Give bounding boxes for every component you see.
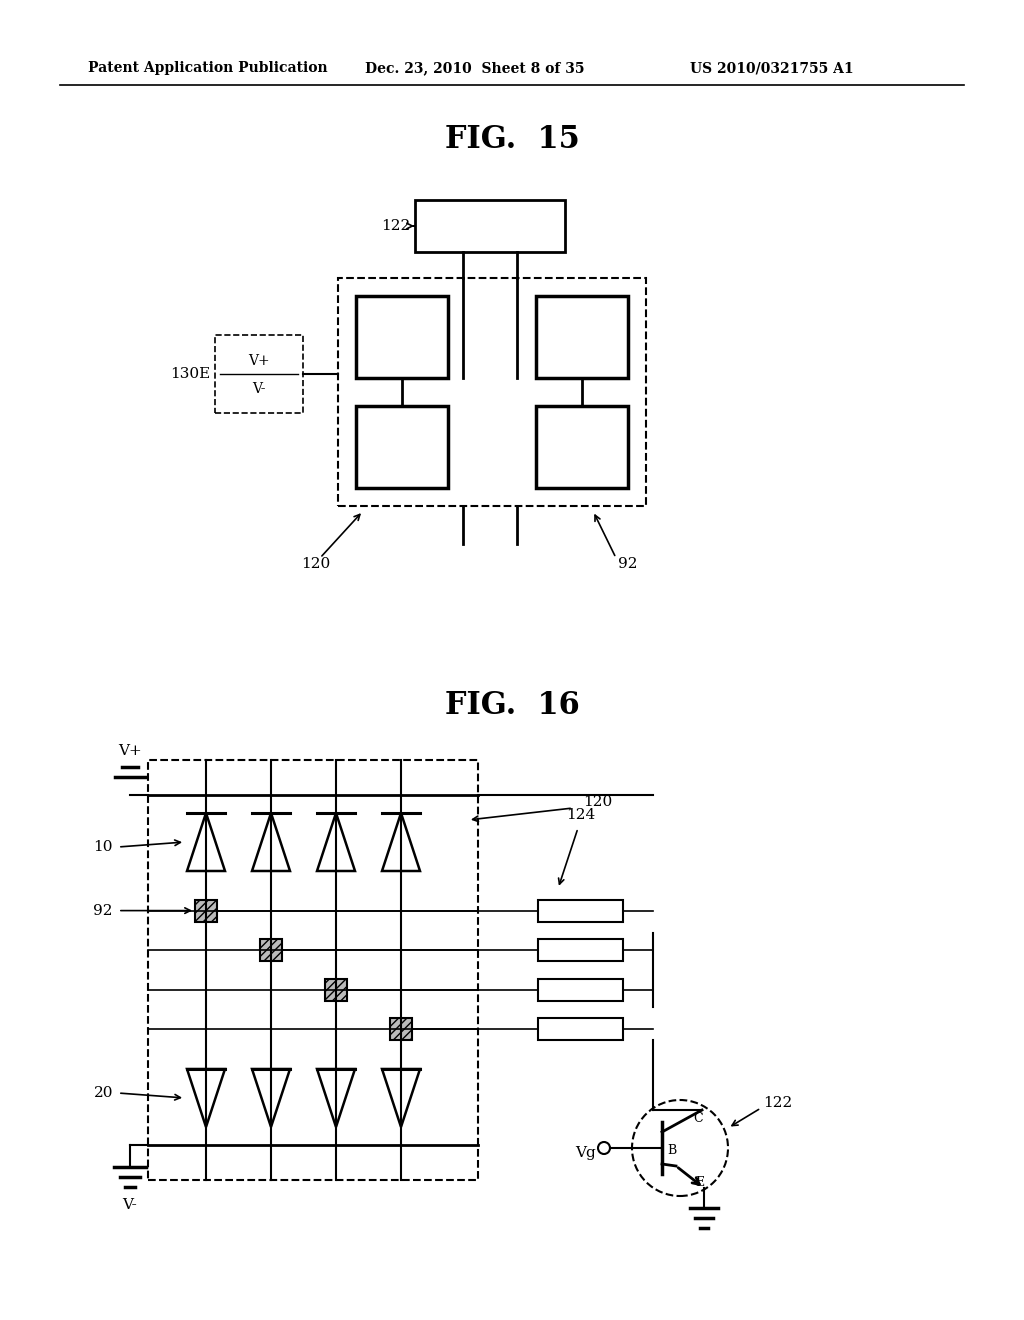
Bar <box>538 979 623 1001</box>
Bar <box>415 201 565 252</box>
Text: 122: 122 <box>763 1096 793 1110</box>
Text: FIG.  16: FIG. 16 <box>444 689 580 721</box>
Bar <box>536 407 628 488</box>
Bar <box>356 407 449 488</box>
Bar <box>148 760 478 1180</box>
Text: V-: V- <box>252 381 266 396</box>
Text: V+: V+ <box>118 744 142 758</box>
Text: Vg: Vg <box>575 1146 596 1160</box>
Bar <box>195 900 217 921</box>
Text: B: B <box>668 1144 677 1158</box>
Text: Patent Application Publication: Patent Application Publication <box>88 61 328 75</box>
Text: 122: 122 <box>381 219 410 234</box>
Text: 10: 10 <box>93 840 113 854</box>
Text: FIG.  15: FIG. 15 <box>444 124 580 156</box>
Text: US 2010/0321755 A1: US 2010/0321755 A1 <box>690 61 854 75</box>
Text: 130E: 130E <box>170 367 210 381</box>
Text: 124: 124 <box>566 808 595 822</box>
Text: V-: V- <box>123 1199 137 1212</box>
Bar <box>538 1019 623 1040</box>
Text: 120: 120 <box>584 795 612 809</box>
Bar <box>338 279 646 506</box>
Text: Dec. 23, 2010  Sheet 8 of 35: Dec. 23, 2010 Sheet 8 of 35 <box>365 61 585 75</box>
Bar <box>538 940 623 961</box>
Text: C: C <box>693 1111 702 1125</box>
Bar <box>260 940 282 961</box>
Text: 92: 92 <box>618 557 638 572</box>
Bar <box>356 296 449 378</box>
Text: 20: 20 <box>93 1086 113 1100</box>
Text: E: E <box>695 1176 705 1189</box>
Bar <box>390 1019 412 1040</box>
Bar <box>538 900 623 921</box>
Text: 92: 92 <box>93 904 113 917</box>
Bar <box>536 296 628 378</box>
Text: V+: V+ <box>248 354 269 368</box>
Text: 120: 120 <box>301 557 331 572</box>
Bar <box>215 335 303 413</box>
Bar <box>325 979 347 1001</box>
